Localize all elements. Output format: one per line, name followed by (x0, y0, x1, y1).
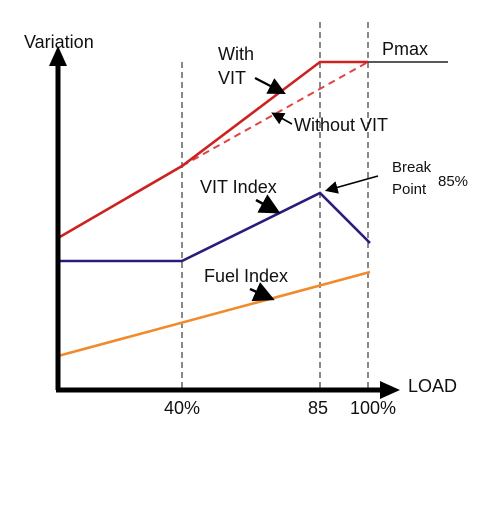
tick-label-40: 40% (164, 398, 200, 418)
break-point-pointer-arrow (324, 175, 379, 194)
tick-label-100: 100% (350, 398, 396, 418)
y-axis-arrow (49, 46, 67, 66)
break-point-percent: 85% (438, 173, 468, 190)
with-vit-label-line2: VIT (218, 68, 246, 88)
without-vit-label: Without VIT (294, 115, 388, 135)
x-axis-label: LOAD (408, 376, 457, 396)
without-vit-pointer-arrow (271, 112, 293, 125)
break-point-label-line1: Break (392, 159, 432, 176)
with-vit-line (57, 60, 368, 240)
with-vit-label-line1: With (218, 44, 254, 64)
with-vit-pointer-arrow (254, 77, 286, 95)
y-axis-label: Variation (24, 32, 94, 52)
fuel-index-pointer-arrow (249, 282, 275, 302)
pmax-label: Pmax (382, 39, 428, 59)
vit-index-label: VIT Index (200, 177, 277, 197)
vit-index-line (58, 191, 371, 263)
vit-index-pointer-arrow (255, 194, 281, 214)
x-axis-arrow (380, 381, 400, 399)
fuel-index-line (57, 270, 371, 358)
break-point-label-line2: Point (392, 181, 427, 198)
fuel-index-label: Fuel Index (204, 266, 288, 286)
tick-label-85: 85 (308, 398, 328, 418)
